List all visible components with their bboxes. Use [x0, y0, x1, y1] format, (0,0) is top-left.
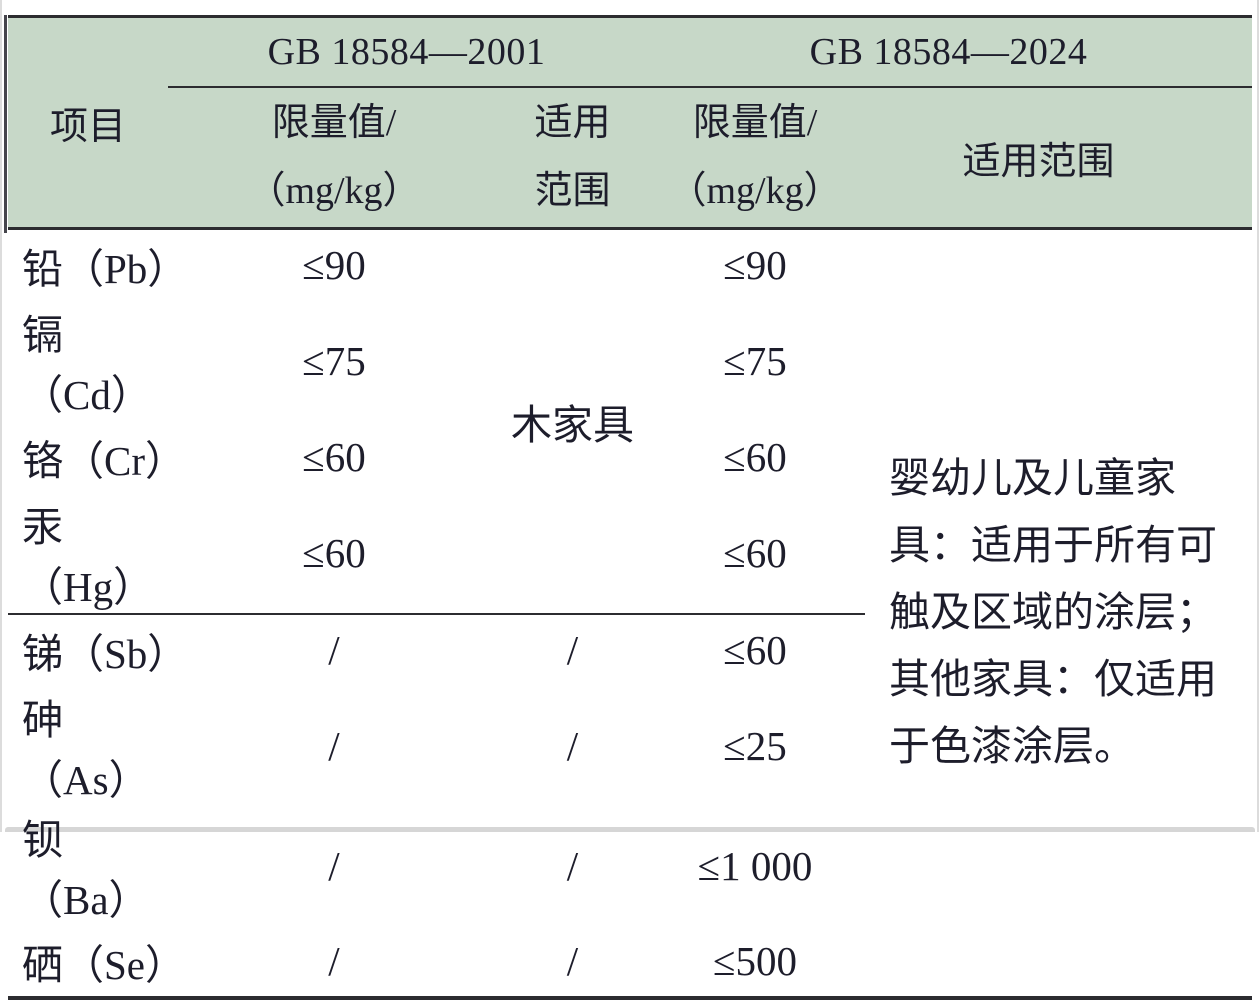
limit-2024-label-line2: （mg/kg） [668, 170, 842, 213]
scope-2001-cell: / [566, 842, 579, 889]
table-row-as: 砷（As） / / ≤25 [8, 686, 1252, 806]
limit-2024-cell: ≤500 [713, 937, 798, 984]
limit-2024-cell: ≤1 000 [697, 842, 813, 889]
item-cell: 硒（Se） [22, 941, 186, 988]
frame-edge-right [1257, 0, 1259, 832]
table-row-hg: 汞（Hg） ≤60 ≤60 [8, 492, 1252, 615]
scope-2001-label-line1: 适用 [534, 102, 611, 145]
scope-2001-label-line2: 范围 [534, 170, 611, 213]
limit-2024-cell: ≤60 [723, 433, 787, 480]
header-left-edge-line [4, 15, 7, 233]
group-header-row: 项目 GB 18584—2001 GB 18584—2024 [8, 16, 1253, 230]
gb2024-title: GB 18584—2024 [809, 30, 1088, 73]
header-cell-scope-2024: 适用范围 [865, 86, 1253, 230]
header-cell-limit-2001: 限量值/ （mg/kg） [168, 86, 500, 230]
limit-2024-cell: ≤75 [723, 337, 787, 384]
limit-2001-cell: / [328, 722, 340, 769]
limit-2001-cell: ≤75 [302, 337, 366, 384]
limit-2024-label-line1: 限量值/ [692, 102, 818, 145]
scope-2001-merged-cell: 木家具 [500, 228, 646, 615]
frame-edge-left [0, 0, 2, 832]
limit-2001-cell: / [328, 627, 340, 673]
header-cell-gb2001: GB 18584—2001 [168, 16, 646, 88]
table-body: 铅（Pb） ≤90 木家具 ≤90 婴幼儿及儿童家具：适用于所有可触及区域的涂层… [8, 228, 1252, 998]
limit-2001-cell: / [328, 937, 340, 984]
limit-2001-label-line1: 限量值/ [271, 102, 397, 145]
item-cell: 钡（Ba） [22, 816, 150, 923]
item-cell: 铅（Pb） [22, 246, 189, 293]
table-row-cd: 镉（Cd） ≤75 ≤75 [8, 301, 1252, 421]
limit-2001-cell: ≤90 [302, 242, 366, 289]
limit-2001-cell: / [328, 842, 340, 889]
limit-2024-cell: ≤60 [723, 627, 787, 673]
item-cell: 铬（Cr） [22, 437, 186, 484]
header-cell-scope-2001: 适用 范围 [500, 86, 646, 230]
scope-2001-cell: / [566, 627, 579, 673]
scope-2001-cell: / [566, 937, 579, 984]
standards-comparison-table: 项目 GB 18584—2001 GB 18584—2024 限量值/ （mg/… [4, 15, 1253, 1000]
limits-table: 项目 GB 18584—2001 GB 18584—2024 限量值/ （mg/… [8, 15, 1253, 1000]
limit-2001-cell: ≤60 [168, 492, 500, 615]
limit-2024-cell: ≤90 [723, 242, 787, 289]
table-header: 项目 GB 18584—2001 GB 18584—2024 限量值/ （mg/… [8, 16, 1253, 230]
scope-2001-cell: / [566, 722, 579, 769]
header-cell-limit-2024: 限量值/ （mg/kg） [645, 86, 866, 230]
item-cell: 锑（Sb） [22, 631, 189, 677]
limit-2024-cell: ≤60 [645, 492, 866, 615]
limit-2001-label-line2: （mg/kg） [247, 170, 421, 213]
gb2001-title: GB 18584—2001 [267, 30, 546, 73]
limit-2024-cell: ≤25 [723, 722, 787, 769]
scope-2024-merged-cell: 婴幼儿及儿童家具：适用于所有可触及区域的涂层；其他家具：仅适用于色漆涂层。 [865, 229, 1252, 998]
header-cell-gb2024: GB 18584—2024 [645, 16, 1253, 88]
item-cell: 砷（As） [22, 696, 150, 803]
table-row-sb: 锑（Sb） / / ≤60 [8, 614, 1252, 686]
item-cell: 汞（Hg） [8, 492, 168, 615]
table-row-pb: 铅（Pb） ≤90 木家具 ≤90 婴幼儿及儿童家具：适用于所有可触及区域的涂层… [8, 228, 1252, 769]
scope-2024-text: 婴幼儿及儿童家具：适用于所有可触及区域的涂层；其他家具：仅适用于色漆涂层。 [889, 455, 1218, 770]
limit-2001-cell: ≤60 [302, 433, 366, 480]
item-cell: 镉（Cd） [22, 311, 152, 418]
sub-header-row: 限量值/ （mg/kg） 适用 范围 限量值/ （mg/kg） 适用范围 [8, 86, 1253, 230]
header-cell-item: 项目 [8, 16, 168, 230]
table-row-cr: 铬（Cr） ≤60 ≤60 [8, 421, 1252, 493]
bottom-cropped-element [5, 827, 1255, 832]
